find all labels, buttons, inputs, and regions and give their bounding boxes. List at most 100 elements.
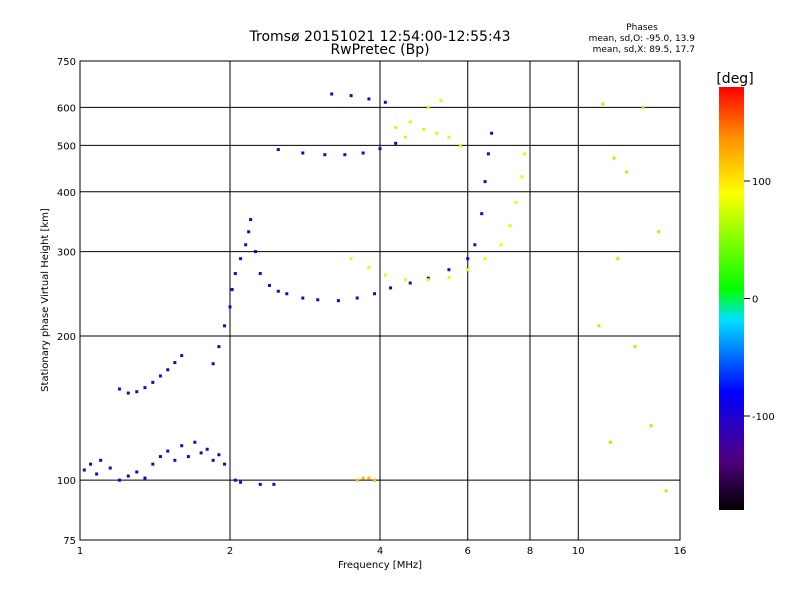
data-point xyxy=(247,230,251,234)
y-tick-label: 300 xyxy=(57,248,76,259)
data-point xyxy=(316,298,320,302)
data-point xyxy=(439,99,443,103)
data-point xyxy=(514,200,518,204)
data-point xyxy=(499,243,503,247)
data-point xyxy=(435,131,439,135)
data-point xyxy=(249,218,253,222)
data-point xyxy=(664,489,668,493)
data-point xyxy=(403,278,407,282)
data-point xyxy=(166,368,170,372)
data-point xyxy=(657,230,661,234)
data-point xyxy=(228,305,232,309)
data-point xyxy=(151,380,155,384)
data-point xyxy=(117,387,121,391)
data-point xyxy=(276,148,280,152)
data-point xyxy=(211,362,215,366)
data-point xyxy=(447,268,451,272)
data-point xyxy=(253,250,257,254)
data-point xyxy=(508,224,512,228)
data-point xyxy=(625,170,629,174)
data-point xyxy=(490,131,494,135)
data-point xyxy=(126,391,130,395)
data-point xyxy=(378,147,382,151)
data-point xyxy=(166,449,170,453)
data-point xyxy=(523,152,527,156)
data-point xyxy=(349,94,353,98)
colorbar-tick-label: 100 xyxy=(752,177,771,188)
data-point xyxy=(601,102,605,106)
data-point xyxy=(361,476,365,480)
data-point xyxy=(276,289,280,293)
colorbar-tick-label: 0 xyxy=(752,295,758,306)
data-point xyxy=(186,455,190,459)
data-point xyxy=(108,466,112,470)
data-point xyxy=(473,243,477,247)
data-point xyxy=(394,125,398,129)
data-point xyxy=(301,296,305,300)
data-point xyxy=(367,97,371,101)
data-point xyxy=(447,135,451,139)
data-point xyxy=(403,135,407,139)
data-point xyxy=(143,386,147,390)
data-point xyxy=(608,440,612,444)
data-point xyxy=(394,141,398,145)
x-tick-label: 4 xyxy=(377,546,383,557)
x-tick-label: 8 xyxy=(527,546,533,557)
data-point xyxy=(426,276,430,280)
data-point xyxy=(173,361,177,365)
data-point xyxy=(343,153,347,157)
data-point xyxy=(267,283,271,287)
data-point xyxy=(258,482,262,486)
data-point xyxy=(205,447,209,451)
data-point xyxy=(408,281,412,285)
data-point xyxy=(466,268,470,272)
data-point xyxy=(633,345,637,349)
data-point xyxy=(244,243,248,247)
colorbar-ticks: 100 0 -100 xyxy=(744,177,775,423)
data-point xyxy=(272,482,276,486)
y-tick-label: 400 xyxy=(57,188,76,199)
data-point xyxy=(641,105,645,109)
data-point xyxy=(361,151,365,155)
data-point xyxy=(117,478,121,482)
data-point xyxy=(466,257,470,261)
y-tick-label: 75 xyxy=(63,536,76,547)
colorbar-label: [deg] xyxy=(716,71,753,87)
data-point xyxy=(483,180,487,184)
data-point xyxy=(258,272,262,276)
data-point xyxy=(285,292,289,296)
y-axis-label: Stationary phase Virtual Height [km] xyxy=(40,208,51,392)
phase-stats-x: mean, sd,X: 89.5, 17.7 xyxy=(593,45,695,55)
data-point xyxy=(367,476,371,480)
data-point xyxy=(158,374,162,378)
chart-title: Tromsø 20151021 12:54:00-12:55:43 xyxy=(249,29,511,45)
y-tick-label: 500 xyxy=(57,141,76,152)
data-point xyxy=(426,105,430,109)
data-point xyxy=(355,478,359,482)
data-point xyxy=(483,257,487,261)
chart-subtitle: RwPretec (Bp) xyxy=(330,42,429,58)
x-tick-label: 16 xyxy=(674,546,687,557)
data-points xyxy=(82,92,668,493)
data-point xyxy=(135,390,139,394)
data-point xyxy=(383,273,387,277)
data-point xyxy=(597,324,601,328)
colorbar-tick-label: -100 xyxy=(752,412,775,423)
x-axis-ticks: 1 2 4 6 8 10 16 xyxy=(77,546,687,557)
data-point xyxy=(82,468,86,472)
data-point xyxy=(217,453,221,457)
data-point xyxy=(239,257,243,261)
data-point xyxy=(422,127,426,131)
phase-stats-o: mean, sd,O: -95.0, 13.9 xyxy=(589,34,696,44)
data-point xyxy=(373,292,377,296)
data-point xyxy=(520,175,524,179)
data-point xyxy=(89,462,93,466)
data-point xyxy=(199,451,203,455)
x-tick-label: 10 xyxy=(572,546,585,557)
grid-lines xyxy=(80,61,680,540)
data-point xyxy=(180,444,184,448)
data-point xyxy=(217,345,221,349)
data-point xyxy=(180,354,184,358)
data-point xyxy=(373,478,377,482)
data-point xyxy=(330,92,334,96)
